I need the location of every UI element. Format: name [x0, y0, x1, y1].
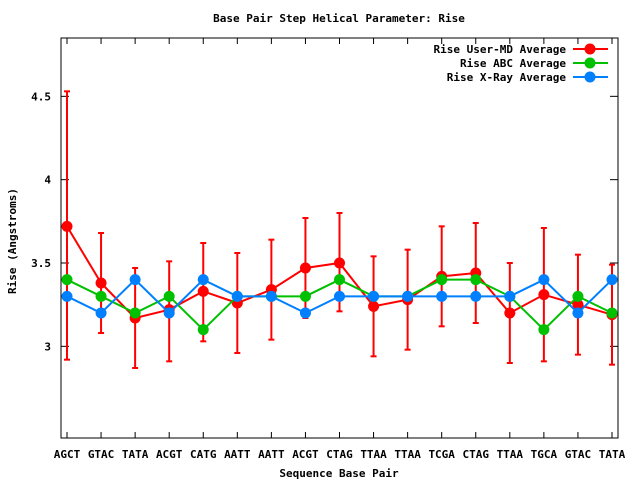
- legend-label: Rise User-MD Average: [434, 43, 567, 56]
- y-tick-label: 3: [44, 340, 51, 353]
- data-point: [436, 274, 448, 286]
- data-point: [402, 290, 414, 302]
- data-point: [61, 274, 73, 286]
- data-point: [606, 274, 618, 286]
- data-point: [334, 274, 345, 286]
- data-point: [538, 274, 550, 286]
- y-tick-label: 4: [44, 174, 51, 187]
- x-tick-label: AGCT: [54, 448, 81, 461]
- data-point: [299, 307, 311, 319]
- data-point: [504, 307, 516, 319]
- data-point: [572, 299, 584, 311]
- data-point: [606, 307, 618, 319]
- data-point: [538, 289, 550, 301]
- x-tick-label: ACGT: [156, 448, 183, 461]
- x-tick-label: TTAA: [360, 448, 387, 461]
- x-tick-label: AATT: [258, 448, 285, 461]
- x-tick-label: TATA: [122, 448, 149, 461]
- data-point: [334, 290, 345, 302]
- data-point: [61, 290, 73, 302]
- series-3: [61, 274, 618, 319]
- data-point: [470, 274, 482, 286]
- x-tick-label: TTAA: [394, 448, 421, 461]
- series-2: [61, 274, 618, 336]
- x-tick-label: ACGT: [292, 448, 319, 461]
- data-point: [95, 277, 107, 289]
- chart-title: Base Pair Step Helical Parameter: Rise: [213, 12, 465, 25]
- x-tick-label: CATG: [190, 448, 217, 461]
- x-tick-label: CTAG: [326, 448, 353, 461]
- data-point: [197, 285, 209, 297]
- series-1: [61, 90, 618, 369]
- x-tick-label: AATT: [224, 448, 251, 461]
- data-point: [572, 307, 584, 319]
- data-point: [197, 324, 209, 336]
- data-point: [95, 307, 107, 319]
- legend-label: Rise X-Ray Average: [447, 71, 567, 84]
- legend-marker: [584, 43, 596, 55]
- x-tick-label: CTAG: [463, 448, 490, 461]
- x-axis-label: Sequence Base Pair: [279, 467, 399, 480]
- data-point: [197, 274, 209, 286]
- legend-label: Rise ABC Average: [460, 57, 566, 70]
- data-point: [334, 257, 345, 269]
- data-point: [368, 300, 380, 312]
- data-point: [163, 290, 175, 302]
- data-point: [299, 262, 311, 274]
- x-tick-label: GTAC: [88, 448, 115, 461]
- x-tick-label: GTAC: [565, 448, 592, 461]
- x-tick-label: TGCA: [531, 448, 558, 461]
- legend-marker: [584, 71, 596, 83]
- data-point: [538, 324, 550, 336]
- data-point: [95, 290, 107, 302]
- data-point: [299, 290, 311, 302]
- y-tick-label: 3.5: [31, 257, 51, 270]
- x-tick-label: TATA: [599, 448, 626, 461]
- data-point: [368, 290, 380, 302]
- data-point: [129, 307, 141, 319]
- data-point: [61, 220, 73, 232]
- data-point: [504, 290, 516, 302]
- x-tick-label: TTAA: [497, 448, 524, 461]
- x-tick-label: TCGA: [428, 448, 455, 461]
- data-point: [265, 290, 277, 302]
- data-point: [163, 307, 175, 319]
- y-tick-label: 4.5: [31, 90, 51, 103]
- data-point: [572, 290, 584, 302]
- data-point: [129, 274, 141, 286]
- legend-marker: [584, 57, 596, 69]
- data-point: [436, 290, 448, 302]
- y-axis-label: Rise (Angstroms): [6, 188, 19, 294]
- data-point: [231, 290, 243, 302]
- data-point: [470, 290, 482, 302]
